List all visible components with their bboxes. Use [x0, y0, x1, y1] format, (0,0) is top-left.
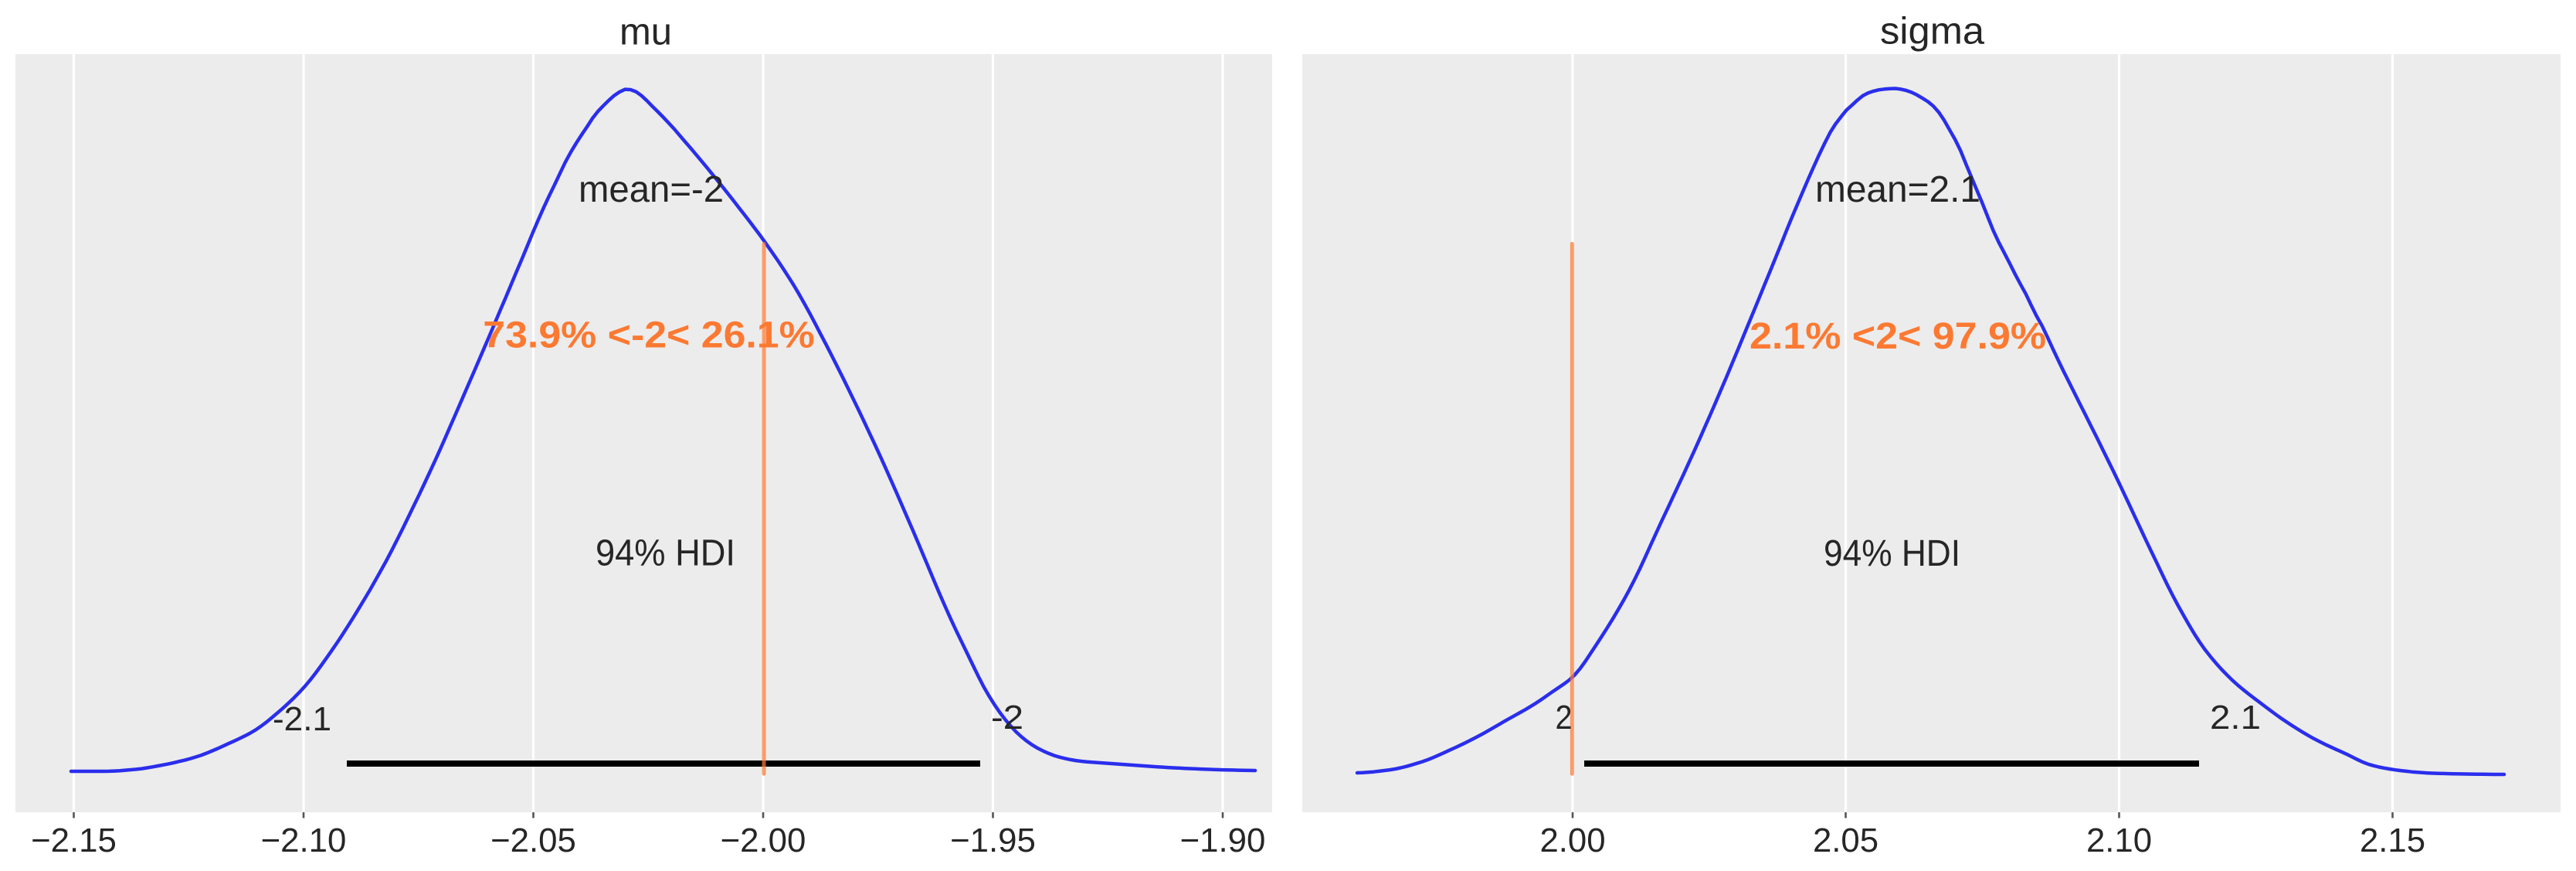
svg-text:mu: mu [619, 12, 672, 53]
svg-text:2: 2 [1556, 699, 1573, 737]
svg-text:−1.90: −1.90 [1180, 822, 1266, 859]
svg-text:mean=2.1: mean=2.1 [1815, 169, 1980, 210]
svg-text:-2.1: -2.1 [273, 700, 331, 738]
svg-text:94% HDI: 94% HDI [1824, 533, 1960, 574]
svg-text:mean=-2: mean=-2 [579, 169, 724, 210]
svg-text:−2.15: −2.15 [31, 822, 117, 859]
svg-text:sigma: sigma [1880, 11, 1985, 53]
svg-text:2.1: 2.1 [2210, 699, 2261, 737]
svg-text:2.00: 2.00 [1540, 822, 1606, 859]
svg-text:2.15: 2.15 [2360, 822, 2425, 859]
svg-text:-2: -2 [991, 699, 1023, 737]
svg-text:−1.95: −1.95 [950, 822, 1036, 859]
svg-text:94% HDI: 94% HDI [596, 533, 735, 574]
svg-text:73.9% <-2< 26.1%: 73.9% <-2< 26.1% [483, 315, 815, 356]
svg-text:−2.10: −2.10 [261, 822, 347, 859]
svg-text:2.10: 2.10 [2086, 822, 2152, 859]
svg-text:−2.00: −2.00 [721, 822, 806, 859]
svg-text:−2.05: −2.05 [490, 822, 576, 859]
svg-text:2.1% <2< 97.9%: 2.1% <2< 97.9% [1750, 316, 2046, 357]
svg-text:2.05: 2.05 [1813, 822, 1879, 859]
